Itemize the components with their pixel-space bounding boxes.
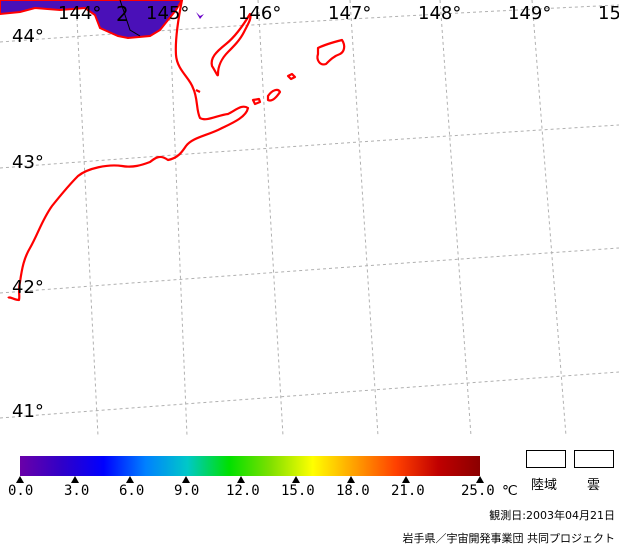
- longitude-label-145: 145°: [146, 3, 190, 24]
- observation-date: 観測日:2003年04月21日: [489, 509, 615, 522]
- coastline: [7, 0, 346, 302]
- contour-label: 2: [116, 2, 129, 26]
- latitude-label-41: 41°: [12, 401, 44, 422]
- color-bar-tick-18: 18.0: [336, 483, 370, 499]
- color-bar-tick-25: 25.0: [461, 483, 495, 499]
- cloud-legend-label: 雲: [587, 478, 601, 493]
- land-legend-swatch: [526, 450, 566, 468]
- color-bar-tick-marks: [16, 476, 484, 483]
- latitude-gridlines: [0, 4, 619, 419]
- longitude-label-144: 144°: [58, 3, 102, 24]
- latitude-label-44: 44°: [12, 26, 44, 47]
- color-bar-tick-12: 12.0: [226, 483, 260, 499]
- latitude-label-42: 42°: [12, 277, 44, 298]
- color-bar-tick-15: 15.0: [281, 483, 315, 499]
- longitude-label-150: 15: [598, 3, 619, 24]
- cloud-legend-swatch: [574, 450, 614, 468]
- credit-text: 岩手県／宇宙開発事業団 共同プロジェクト: [402, 532, 616, 545]
- sea-temperature-area: [0, 0, 184, 40]
- color-bar-tick-9: 9.0: [174, 483, 200, 499]
- longitude-gridlines: [75, 0, 567, 437]
- color-bar-tick-3: 3.0: [64, 483, 90, 499]
- sea-temperature-map: [0, 0, 619, 437]
- latitude-label-43: 43°: [12, 152, 44, 173]
- longitude-label-147: 147°: [328, 3, 372, 24]
- color-bar-tick-6: 6.0: [119, 483, 145, 499]
- longitude-label-148: 148°: [418, 3, 462, 24]
- longitude-label-146: 146°: [238, 3, 282, 24]
- temperature-color-bar: [20, 456, 480, 476]
- color-bar-tick-0: 0.0: [8, 483, 34, 499]
- longitude-label-149: 149°: [508, 3, 552, 24]
- land-legend-label: 陸域: [531, 478, 558, 493]
- color-bar-tick-21: 21.0: [391, 483, 425, 499]
- temperature-unit: ℃: [502, 483, 518, 499]
